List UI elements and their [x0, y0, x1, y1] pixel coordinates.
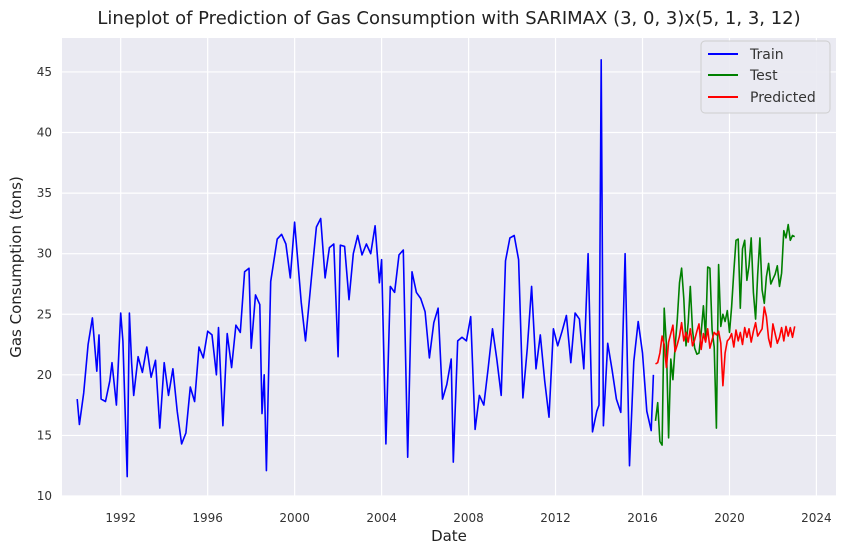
y-tick-label: 20 — [37, 368, 52, 382]
x-tick-label: 2016 — [627, 511, 658, 525]
x-tick-labels: 1992 1996 2000 2004 2008 2012 2016 2020 2024 — [105, 511, 831, 525]
y-tick-labels: 10 15 20 25 30 35 40 45 — [37, 65, 52, 503]
y-axis-title: Gas Consumption (tons) — [7, 176, 25, 358]
legend: Train Test Predicted — [700, 40, 831, 114]
y-tick-label: 35 — [37, 186, 52, 200]
x-tick-label: 2012 — [540, 511, 571, 525]
x-tick-label: 2000 — [279, 511, 310, 525]
y-tick-label: 30 — [37, 247, 52, 261]
legend-label-test: Test — [749, 68, 778, 84]
y-tick-label: 45 — [37, 65, 52, 79]
series-lines — [76, 58, 796, 478]
y-tick-label: 10 — [37, 489, 52, 503]
x-axis-title: Date — [431, 527, 467, 545]
x-tick-label: 1992 — [105, 511, 136, 525]
x-tick-label: 2004 — [366, 511, 397, 525]
y-tick-label: 40 — [37, 126, 52, 140]
series-line-predicted — [655, 306, 796, 387]
chart-title: Lineplot of Prediction of Gas Consumptio… — [97, 8, 800, 29]
series-line-train — [76, 58, 655, 478]
legend-label-predicted: Predicted — [750, 90, 816, 106]
series-line-test — [654, 223, 796, 446]
x-tick-label: 2020 — [714, 511, 745, 525]
x-tick-label: 2024 — [801, 511, 832, 525]
x-tick-label: 1996 — [192, 511, 223, 525]
legend-label-train: Train — [749, 47, 784, 63]
x-tick-label: 2008 — [453, 511, 484, 525]
y-tick-label: 15 — [37, 428, 52, 442]
y-tick-label: 25 — [37, 307, 52, 321]
legend-box — [700, 40, 831, 114]
